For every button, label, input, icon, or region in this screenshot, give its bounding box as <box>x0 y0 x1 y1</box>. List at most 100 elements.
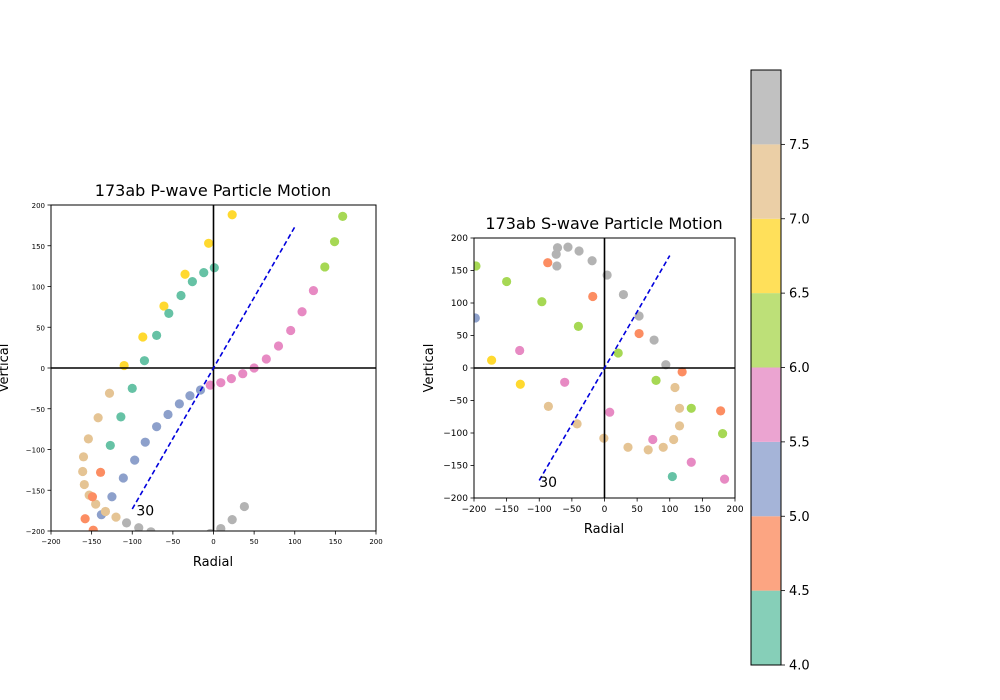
p-wave-point <box>206 528 215 531</box>
p-wave-point <box>146 527 156 531</box>
s-wave-point <box>674 421 685 431</box>
s-wave-x-tick-label: 0 <box>602 505 608 515</box>
colorbar-segment <box>751 367 781 442</box>
s-wave-point <box>618 289 629 300</box>
p-wave-point <box>105 440 115 451</box>
p-wave-point <box>216 523 226 531</box>
s-wave-point <box>552 261 562 271</box>
p-wave-point <box>88 525 98 531</box>
p-wave-point <box>118 473 128 483</box>
s-wave-point <box>551 249 561 259</box>
s-wave-y-tick-label: −50 <box>449 397 468 407</box>
p-wave-point <box>152 422 162 432</box>
s-wave-point <box>719 474 730 484</box>
p-wave-angle-label: 30 <box>136 504 154 520</box>
s-wave-y-label: Vertical <box>422 344 437 393</box>
colorbar-tick-label: 5.0 <box>789 510 810 525</box>
colorbar-segment <box>751 590 781 665</box>
s-wave-x-label: Radial <box>584 522 624 537</box>
s-wave-y-tick-label: 100 <box>451 299 468 309</box>
p-wave-x-tick-label: 0 <box>211 538 215 546</box>
s-wave-point <box>587 256 597 266</box>
s-wave-x-tick-label: 50 <box>631 505 643 515</box>
s-wave-point <box>661 360 671 370</box>
p-wave-point <box>163 409 173 420</box>
s-wave-point <box>658 442 668 452</box>
colorbar: 4.0 4.5 5.0 5.5 6.0 6.5 7.0 7.5 <box>750 69 810 674</box>
p-wave-point <box>320 262 330 272</box>
s-wave-y-tick-label: −200 <box>443 494 468 504</box>
s-wave-y-tick-label: 50 <box>457 332 469 342</box>
s-wave-point <box>716 406 726 416</box>
p-wave-point <box>80 514 90 524</box>
p-wave-point <box>338 211 348 222</box>
s-wave-panel: 173ab S-wave Particle Motion 30 −200 −150… <box>422 214 744 537</box>
p-wave-point <box>134 523 144 531</box>
p-wave-point <box>78 452 89 462</box>
s-wave-x-tick-label: −150 <box>494 505 519 515</box>
s-wave-point <box>649 335 659 345</box>
colorbar-segment <box>751 218 781 294</box>
p-wave-point <box>100 506 111 517</box>
p-wave-point <box>116 412 126 422</box>
p-wave-y-tick-label: 50 <box>36 324 45 332</box>
p-wave-point <box>238 369 248 379</box>
s-wave-y-tick-label: 200 <box>451 234 468 244</box>
s-wave-x-tick-label: −50 <box>562 505 581 515</box>
p-wave-point <box>79 479 89 490</box>
s-wave-point <box>670 382 680 393</box>
p-wave-point <box>93 413 103 423</box>
s-wave-point <box>560 377 570 387</box>
colorbar-segment <box>751 144 781 219</box>
p-wave-x-tick-label: −50 <box>165 538 180 546</box>
p-wave-y-tick-label: 150 <box>32 243 45 251</box>
p-wave-point <box>140 437 150 447</box>
p-wave-x-tick-label: 150 <box>329 538 342 546</box>
p-wave-x-tick-label: −100 <box>123 538 142 546</box>
p-wave-point <box>111 512 121 522</box>
s-wave-point <box>573 321 584 331</box>
p-wave-points <box>78 210 348 531</box>
p-wave-point <box>180 269 190 279</box>
colorbar-tick-label: 5.5 <box>789 435 810 450</box>
p-wave-y-tick-label: −100 <box>26 447 45 455</box>
s-wave-point <box>669 434 679 445</box>
p-wave-point <box>104 388 115 398</box>
s-wave-y-tick-label: −100 <box>443 429 468 439</box>
p-wave-point <box>227 514 237 525</box>
p-wave-point <box>91 499 101 509</box>
colorbar-segment <box>751 516 781 591</box>
p-wave-point <box>227 210 237 220</box>
p-wave-point <box>187 277 197 287</box>
colorbar-tick-label: 7.5 <box>789 138 810 153</box>
p-wave-x-label: Radial <box>193 555 233 570</box>
p-wave-point <box>308 285 319 296</box>
colorbar-tick-label: 6.5 <box>789 287 810 302</box>
p-wave-point <box>127 383 137 393</box>
s-wave-point <box>515 379 525 389</box>
p-wave-angle-line <box>131 226 296 510</box>
s-wave-point <box>667 471 677 482</box>
p-wave-point <box>83 434 93 444</box>
s-wave-title: 173ab S-wave Particle Motion <box>485 214 722 233</box>
s-wave-point <box>643 445 653 455</box>
colorbar-tick-label: 7.0 <box>789 212 810 227</box>
colorbar-segment <box>751 293 781 368</box>
p-wave-x-tick-label: −200 <box>41 538 60 546</box>
p-wave-point <box>138 332 148 342</box>
p-wave-point <box>199 268 209 278</box>
s-wave-point <box>474 313 480 323</box>
s-wave-angle-line <box>538 255 671 481</box>
p-wave-x-tick-label: 200 <box>369 538 382 546</box>
s-wave-y-tick-label: 0 <box>462 364 468 374</box>
s-wave-point <box>588 291 598 302</box>
s-wave-point <box>634 328 644 339</box>
colorbar-segments <box>751 70 781 665</box>
colorbar-tick-label: 6.0 <box>789 361 810 376</box>
s-wave-point <box>487 355 497 365</box>
p-wave-point <box>185 391 195 401</box>
colorbar-segment <box>751 441 781 517</box>
p-wave-x-tick-label: 50 <box>250 538 259 546</box>
p-wave-y-tick-label: −150 <box>26 487 45 495</box>
s-wave-y-tick-label: −150 <box>443 462 468 472</box>
